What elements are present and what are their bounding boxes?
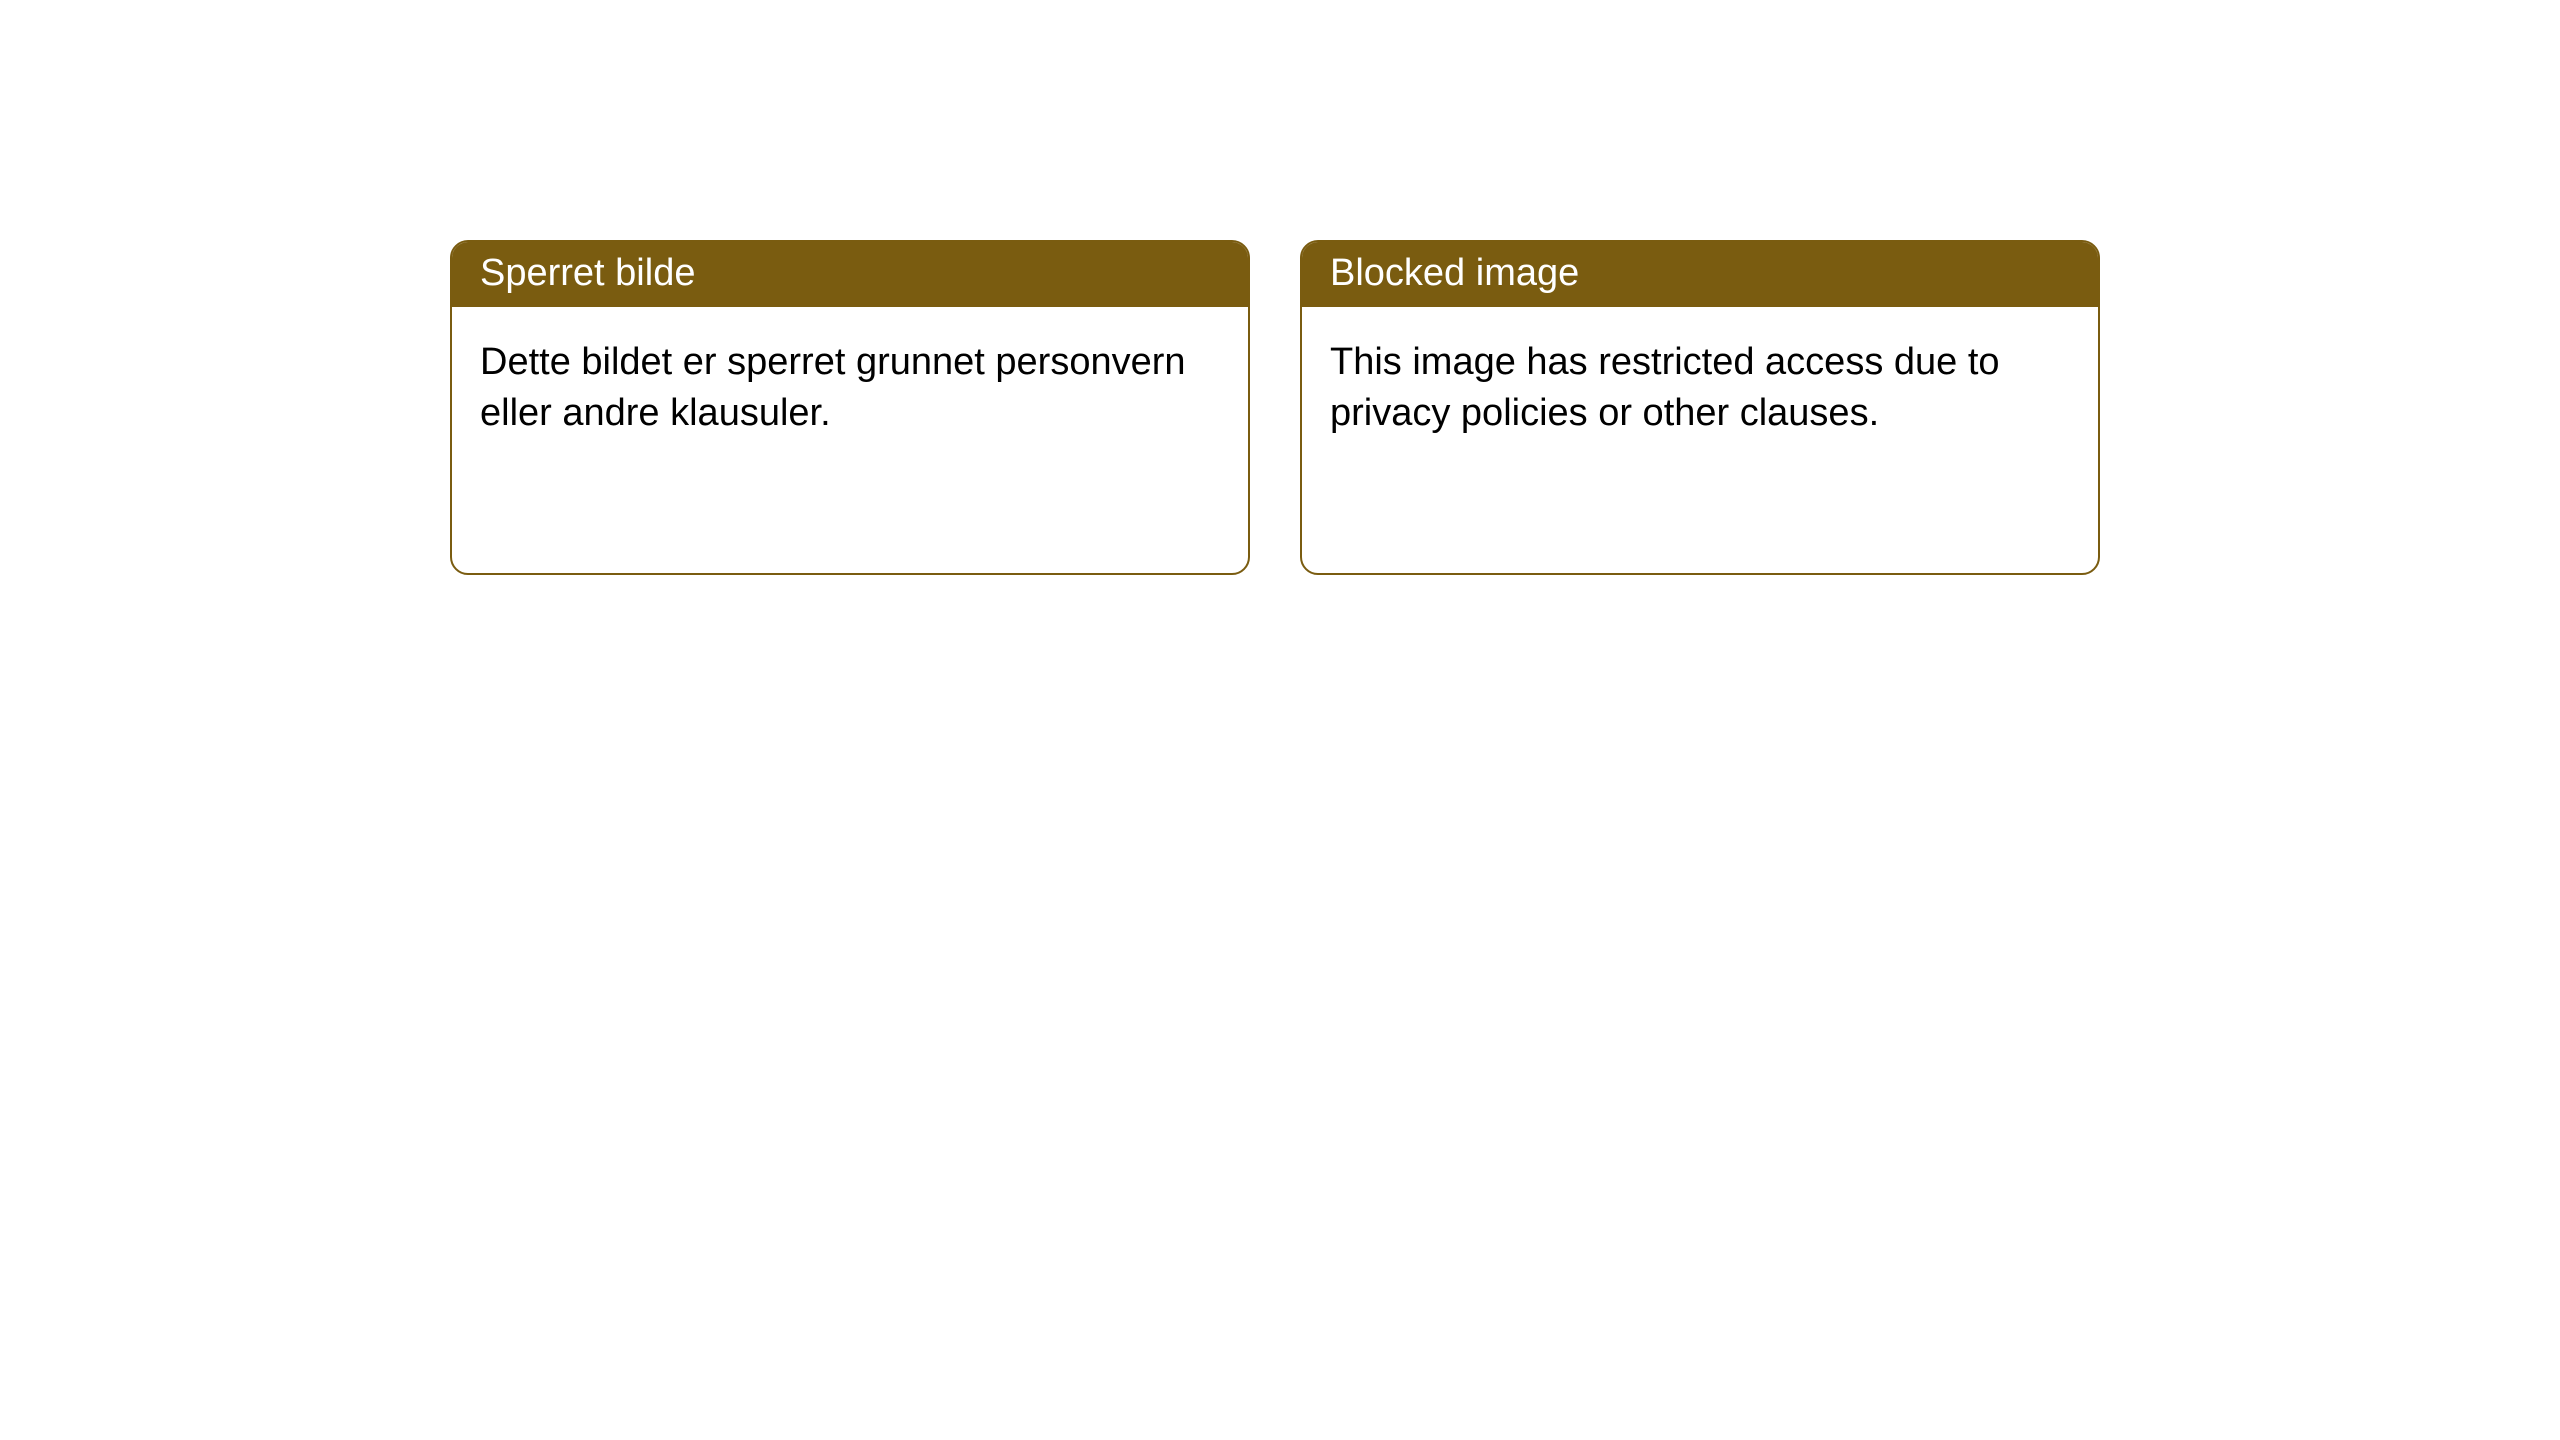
notice-body-no: Dette bildet er sperret grunnet personve…	[452, 307, 1248, 470]
notice-card-no: Sperret bilde Dette bildet er sperret gr…	[450, 240, 1250, 575]
notice-container: Sperret bilde Dette bildet er sperret gr…	[0, 0, 2560, 575]
notice-card-en: Blocked image This image has restricted …	[1300, 240, 2100, 575]
notice-header-no: Sperret bilde	[452, 242, 1248, 307]
notice-body-en: This image has restricted access due to …	[1302, 307, 2098, 470]
notice-header-en: Blocked image	[1302, 242, 2098, 307]
